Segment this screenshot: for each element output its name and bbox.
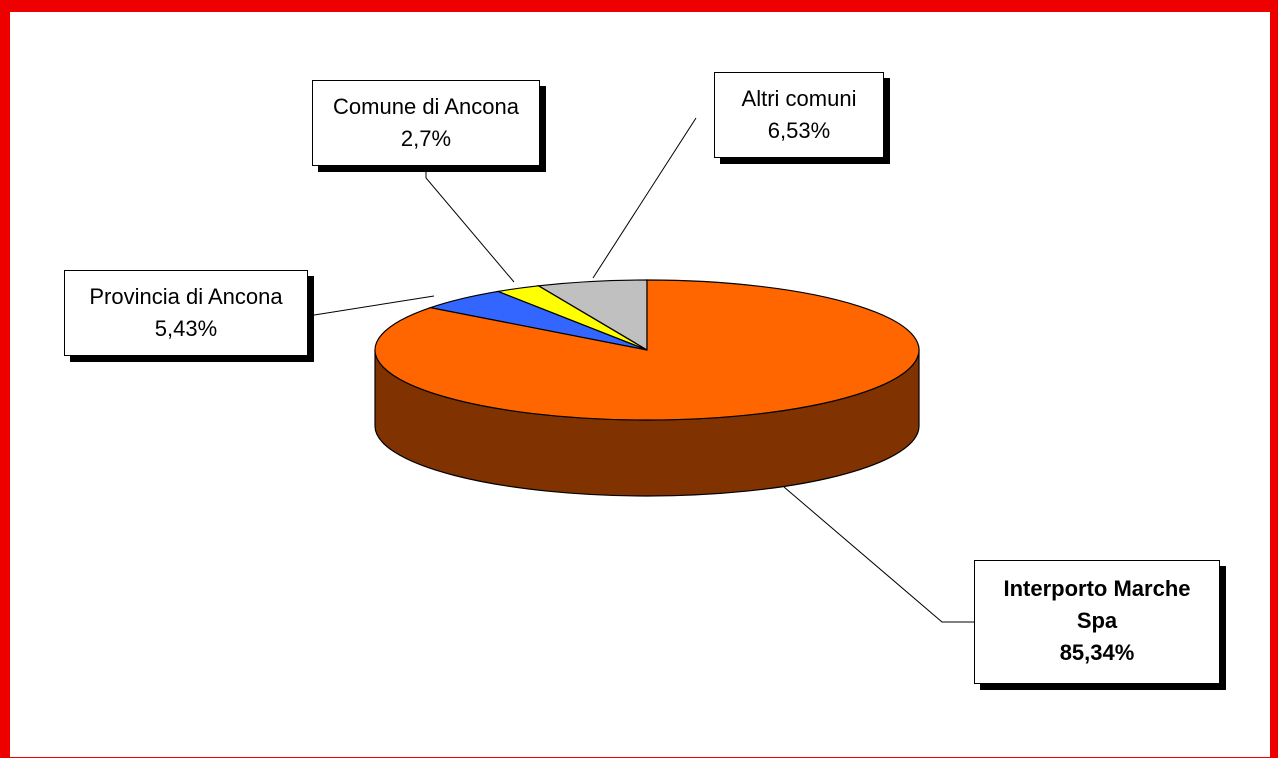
slice-interporto-marche (374, 279, 920, 421)
slice-name: Comune di Ancona (333, 94, 519, 119)
leader-line (307, 295, 435, 317)
slice-name: Interporto Marche Spa (1003, 576, 1191, 633)
label-provincia-di-ancona: Provincia di Ancona 5,43% (64, 270, 308, 356)
slice-altri-comuni (536, 279, 648, 352)
leader-line (783, 486, 974, 623)
slice-value: 6,53% (767, 118, 831, 143)
slice-value: 5,43% (154, 316, 218, 341)
slice-name: Altri comuni (741, 86, 857, 111)
slice-value: 2,7% (400, 126, 452, 151)
slice-value: 85,34% (1059, 640, 1135, 665)
slice-name: Provincia di Ancona (89, 284, 283, 309)
label-altri-comuni: Altri comuni 6,53% (714, 72, 884, 158)
leader-line (592, 117, 697, 279)
label-comune-di-ancona: Comune di Ancona 2,7% (312, 80, 540, 166)
leader-line (425, 166, 515, 283)
label-interporto-marche: Interporto Marche Spa 85,34% (974, 560, 1220, 684)
